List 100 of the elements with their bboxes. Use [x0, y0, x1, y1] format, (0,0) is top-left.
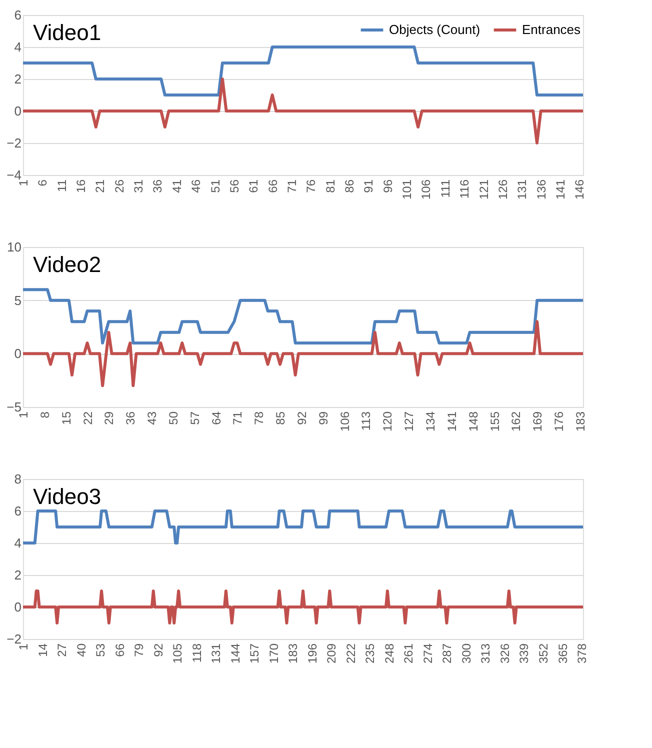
x-tick-label: 15: [59, 411, 74, 425]
x-tick-label: 141: [444, 411, 459, 432]
x-tick-label: 36: [150, 179, 165, 193]
x-tick-label: 131: [515, 179, 530, 200]
x-tick-label: 50: [166, 411, 180, 425]
x-tick-label: 235: [363, 643, 378, 664]
x-tick-label: 141: [553, 179, 568, 200]
x-tick-label: 46: [189, 179, 204, 193]
y-tick-label: 2: [14, 568, 22, 582]
x-tick-label: 136: [534, 179, 548, 200]
x-tick-label: 53: [94, 643, 108, 657]
x-tick-label: 176: [552, 411, 566, 432]
chart-title: Video2: [33, 252, 102, 277]
x-tick-label: 121: [476, 179, 491, 200]
x-tick-label: 183: [573, 411, 588, 432]
y-tick-label: 0: [14, 600, 22, 614]
x-tick-label: 66: [266, 179, 280, 193]
x-tick-label: 248: [382, 643, 396, 664]
x-tick-label: 113: [359, 411, 374, 431]
y-tick-label: 6: [14, 504, 22, 518]
x-tick-label: 261: [402, 643, 416, 664]
x-tick-label: 43: [145, 411, 160, 425]
x-tick-label: 222: [344, 643, 358, 664]
legend-label: Objects (Count): [389, 22, 480, 37]
x-tick-label: 300: [459, 643, 474, 664]
y-tick-label: −2: [6, 136, 22, 150]
x-tick-label: 79: [132, 643, 146, 657]
line-series: [22, 288, 584, 344]
x-tick-label: 183: [286, 643, 300, 664]
x-tick-label: 71: [230, 411, 245, 425]
y-tick-label: 4: [14, 536, 22, 550]
line-series: [22, 78, 584, 144]
x-tick-label: 148: [466, 411, 480, 432]
x-tick-label: 106: [338, 411, 352, 432]
y-tick-label: 5: [14, 292, 22, 308]
x-tick-label: 339: [517, 643, 532, 664]
x-tick-label: 92: [151, 643, 166, 657]
x-tick-label: 120: [380, 411, 395, 432]
x-tick-label: 71: [284, 179, 299, 193]
x-tick-label: 209: [324, 643, 339, 664]
x-tick-label: 31: [132, 179, 146, 193]
x-tick-label: 96: [380, 179, 395, 193]
x-tick-label: 22: [80, 411, 95, 425]
x-tick-label: 26: [112, 179, 126, 193]
x-tick-label: 29: [102, 411, 116, 425]
x-tick-label: 21: [93, 179, 108, 193]
y-tick-label: 6: [14, 8, 22, 22]
legend-label: Entrances: [522, 22, 582, 37]
x-tick-label: 106: [419, 179, 434, 200]
x-tick-label: 66: [112, 643, 127, 657]
x-tick-label: 196: [305, 643, 320, 664]
x-tick-label: 118: [190, 643, 204, 663]
x-tick-label: 365: [556, 643, 570, 664]
x-tick-label: 101: [400, 179, 414, 200]
x-tick-label: 16: [74, 179, 88, 193]
x-tick-label: 157: [248, 643, 262, 664]
x-tick-label: 61: [246, 179, 261, 193]
x-tick-label: 155: [488, 411, 502, 432]
x-tick-label: 56: [227, 179, 242, 193]
x-tick-label: 111: [438, 179, 452, 198]
x-tick-label: 162: [509, 411, 524, 432]
x-tick-label: 116: [458, 179, 472, 199]
x-tick-label: 134: [423, 411, 438, 432]
x-tick-label: 127: [402, 411, 416, 432]
x-tick-label: 41: [170, 179, 184, 193]
y-tick-label: 0: [14, 346, 22, 362]
x-tick-label: 64: [209, 411, 224, 425]
x-tick-label: 126: [496, 179, 510, 200]
chart-title: Video1: [33, 20, 102, 45]
x-tick-label: 78: [252, 411, 266, 425]
x-tick-label: 81: [323, 179, 338, 193]
x-tick-label: 8: [38, 411, 52, 418]
x-tick-label: 144: [228, 643, 242, 664]
x-tick-label: 169: [530, 411, 545, 432]
x-tick-label: 51: [208, 179, 222, 193]
x-tick-label: 274: [420, 643, 435, 664]
x-tick-label: 86: [342, 179, 357, 193]
x-tick-label: 36: [124, 411, 138, 425]
y-tick-label: 0: [14, 104, 22, 118]
y-tick-label: 4: [14, 40, 22, 54]
x-tick-label: 170: [266, 643, 281, 664]
x-tick-label: 378: [575, 643, 590, 664]
x-tick-label: 99: [316, 411, 330, 425]
y-tick-label: 2: [14, 72, 22, 86]
x-tick-label: 313: [478, 643, 493, 664]
x-tick-label: 76: [304, 179, 318, 193]
x-tick-label: 91: [362, 179, 376, 193]
x-tick-label: 11: [54, 179, 69, 192]
y-tick-label: 10: [7, 240, 22, 254]
y-tick-label: 8: [14, 472, 22, 486]
line-series: [22, 46, 584, 96]
x-tick-label: 27: [55, 643, 70, 657]
x-tick-label: 326: [498, 643, 512, 664]
x-tick-label: 105: [170, 643, 185, 664]
x-tick-label: 14: [36, 643, 50, 657]
x-tick-label: 352: [536, 643, 550, 664]
x-tick-label: 287: [440, 643, 454, 664]
x-tick-label: 131: [209, 643, 224, 664]
x-tick-label: 40: [74, 643, 88, 657]
x-tick-label: 146: [572, 179, 587, 200]
